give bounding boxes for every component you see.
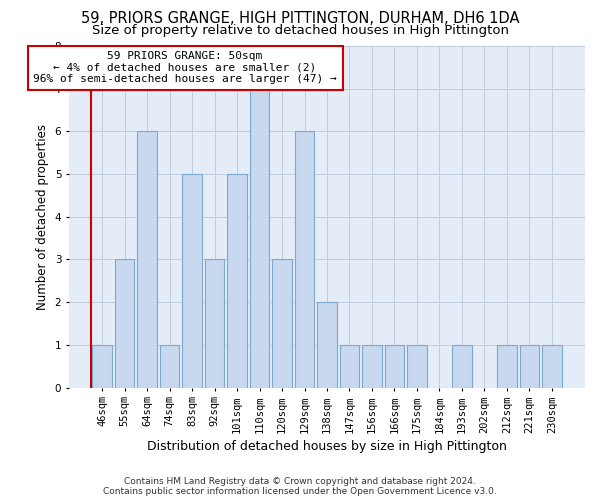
Text: Size of property relative to detached houses in High Pittington: Size of property relative to detached ho… — [91, 24, 509, 37]
Bar — [137, 132, 157, 388]
Bar — [182, 174, 202, 388]
Bar — [340, 345, 359, 388]
Bar — [205, 260, 224, 388]
Bar — [295, 132, 314, 388]
Bar — [362, 345, 382, 388]
Text: Contains HM Land Registry data © Crown copyright and database right 2024.
Contai: Contains HM Land Registry data © Crown c… — [103, 476, 497, 496]
Bar — [317, 302, 337, 388]
Bar — [115, 260, 134, 388]
Bar — [542, 345, 562, 388]
Bar — [160, 345, 179, 388]
Y-axis label: Number of detached properties: Number of detached properties — [36, 124, 49, 310]
Text: 59, PRIORS GRANGE, HIGH PITTINGTON, DURHAM, DH6 1DA: 59, PRIORS GRANGE, HIGH PITTINGTON, DURH… — [81, 11, 519, 26]
Bar — [520, 345, 539, 388]
Bar — [227, 174, 247, 388]
Bar — [385, 345, 404, 388]
Bar — [272, 260, 292, 388]
Bar — [250, 88, 269, 388]
Text: 59 PRIORS GRANGE: 50sqm
← 4% of detached houses are smaller (2)
96% of semi-deta: 59 PRIORS GRANGE: 50sqm ← 4% of detached… — [33, 51, 337, 84]
Bar — [92, 345, 112, 388]
Bar — [452, 345, 472, 388]
Bar — [497, 345, 517, 388]
X-axis label: Distribution of detached houses by size in High Pittington: Distribution of detached houses by size … — [147, 440, 507, 452]
Bar — [407, 345, 427, 388]
